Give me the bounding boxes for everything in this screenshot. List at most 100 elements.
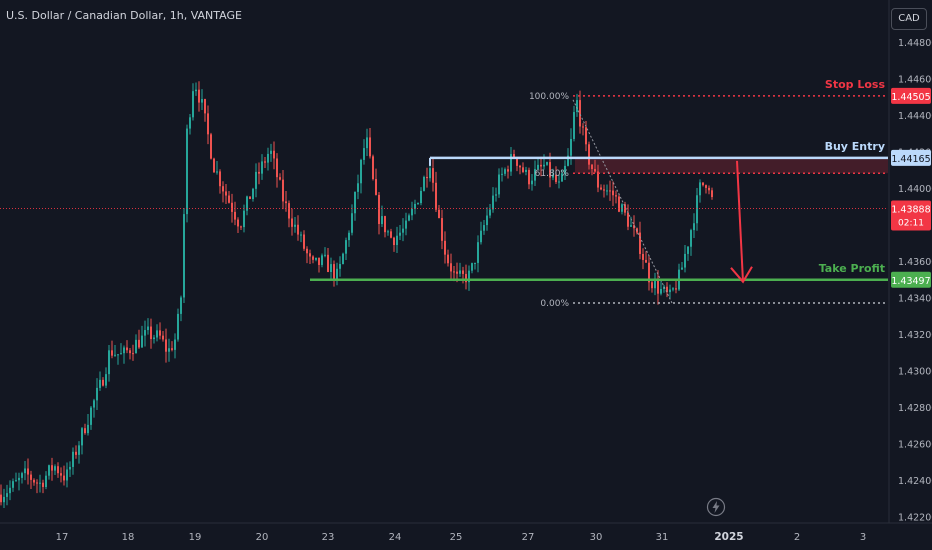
candle-body (90, 407, 92, 425)
candle-body (573, 112, 575, 139)
candle-body (30, 474, 32, 480)
candle-body (309, 253, 311, 257)
candle-body (603, 189, 605, 191)
candle-body (591, 164, 593, 170)
candle-body (654, 280, 656, 289)
current-price-label: 1.43888 (891, 204, 930, 215)
price-tick-label: 1.42200 (898, 513, 932, 524)
candle-body (198, 89, 200, 103)
candle-body (504, 169, 506, 174)
candle-body (66, 469, 68, 481)
candle-body (180, 297, 182, 314)
candle-body (555, 174, 557, 182)
candle-body (471, 263, 473, 271)
candle-body (606, 190, 608, 192)
time-tick-label: 18 (122, 532, 135, 543)
time-tick-label: 2025 (714, 531, 743, 543)
candle-body (75, 451, 77, 455)
candle-body (153, 337, 155, 340)
candle-body (102, 379, 104, 386)
candle-body (222, 186, 224, 192)
fib-level-label: 0.00% (540, 299, 569, 309)
candle-body (243, 210, 245, 228)
risk-zone (575, 157, 888, 174)
candle-body (696, 195, 698, 224)
candle-body (297, 224, 299, 235)
candle-body (627, 212, 629, 227)
candle-body (483, 225, 485, 231)
lightning-bolt-icon[interactable] (706, 497, 726, 517)
candle-body (135, 339, 137, 354)
candle-body (330, 264, 332, 272)
candle-body (285, 201, 287, 204)
candle-body (156, 330, 158, 338)
candle-body (18, 477, 20, 481)
candle-body (552, 174, 554, 178)
symbol-title: U.S. Dollar / Canadian Dollar, 1h, VANTA… (6, 9, 242, 22)
candle-body (279, 177, 281, 180)
candle-body (600, 187, 602, 190)
candle-body (579, 100, 581, 127)
candle-body (117, 354, 119, 356)
candle-body (663, 286, 665, 289)
candle-body (96, 387, 98, 401)
candle-body (681, 267, 683, 270)
time-tick-label: 27 (522, 532, 535, 543)
currency-selector-button[interactable]: CAD (891, 8, 927, 30)
candle-body (0, 494, 2, 503)
candle-body (561, 173, 563, 182)
price-tick-label: 1.43000 (898, 367, 932, 378)
candle-body (357, 183, 359, 192)
candle-body (168, 348, 170, 352)
take-profit-price-label: 1.43497 (891, 276, 930, 287)
candle-body (510, 154, 512, 172)
current-price-badge (891, 200, 931, 231)
candle-body (453, 271, 455, 273)
candle-body (528, 169, 530, 185)
candle-body (42, 482, 44, 487)
candle-body (48, 465, 50, 476)
candle-body (51, 465, 53, 471)
candle-body (444, 240, 446, 255)
candle-body (159, 330, 161, 336)
candle-body (45, 475, 47, 487)
candle-body (240, 226, 242, 228)
candle-body (60, 473, 62, 476)
candle-body (465, 273, 467, 283)
candle-body (630, 225, 632, 227)
candle-body (129, 350, 131, 354)
take-profit-badge (891, 271, 931, 288)
candle-body (669, 289, 671, 293)
candle-body (450, 263, 452, 272)
candle-body (711, 190, 713, 198)
candle-body (150, 326, 152, 340)
candle-body (144, 330, 146, 336)
candle-body (312, 256, 314, 260)
candle-body (219, 171, 221, 187)
time-tick-label: 20 (256, 532, 269, 543)
candle-body (462, 270, 464, 274)
candle-body (525, 169, 527, 172)
candle-body (72, 451, 74, 467)
candle-body (705, 185, 707, 188)
candle-body (6, 493, 8, 497)
projection-arrow[interactable] (730, 160, 753, 284)
candle-body (189, 117, 191, 129)
candle-body (594, 169, 596, 172)
candle-body (639, 232, 641, 254)
time-tick-label: 31 (656, 532, 669, 543)
candle-body (576, 100, 578, 113)
candle-body (249, 196, 251, 200)
time-tick-label: 17 (56, 532, 69, 543)
candle-body (54, 466, 56, 471)
candle-body (120, 353, 122, 355)
time-tick-label: 23 (322, 532, 335, 543)
candle-body (501, 173, 503, 175)
candle-body (408, 215, 410, 221)
candle-body (567, 155, 569, 166)
candle-body (138, 339, 140, 348)
fib-level-label: 100.00% (529, 92, 569, 102)
candle-body (252, 188, 254, 200)
candle-body (210, 134, 212, 159)
